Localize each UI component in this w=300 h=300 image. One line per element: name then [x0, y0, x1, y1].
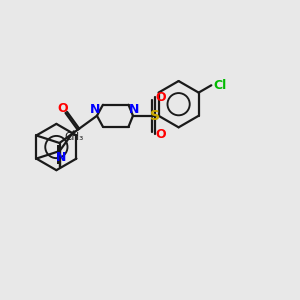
Text: Cl: Cl: [214, 79, 227, 92]
Text: O: O: [57, 102, 68, 116]
Text: O: O: [155, 91, 166, 104]
Text: N: N: [90, 103, 101, 116]
Text: CH₃: CH₃: [64, 132, 83, 142]
Text: S: S: [150, 109, 160, 123]
Text: N: N: [129, 103, 140, 116]
Text: O: O: [155, 128, 166, 140]
Text: N: N: [56, 151, 66, 164]
